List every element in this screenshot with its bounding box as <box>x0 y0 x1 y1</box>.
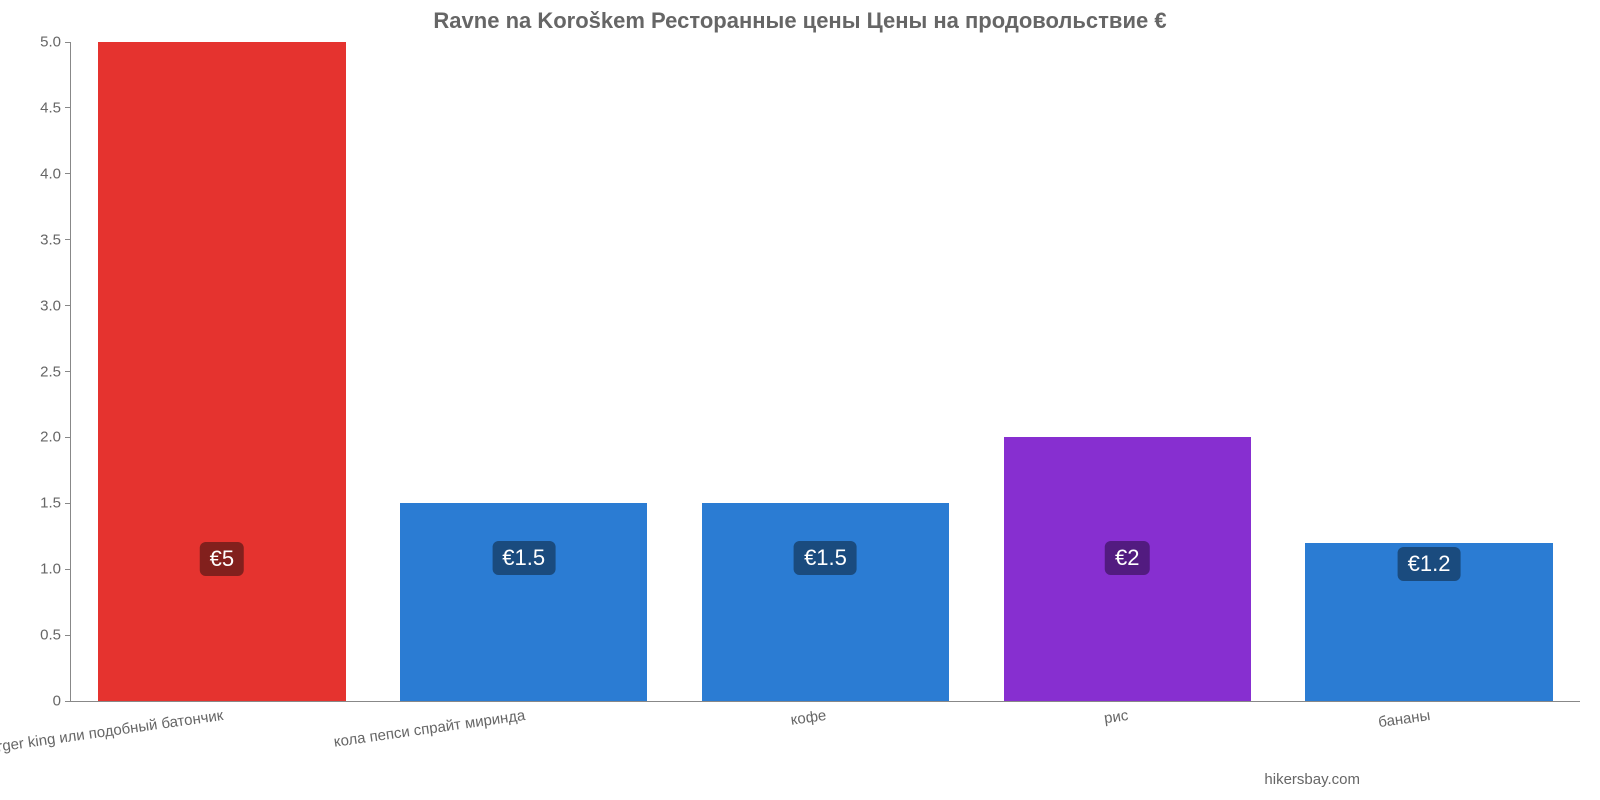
x-tick-label: бананы <box>1377 707 1431 731</box>
bar: €5 <box>98 42 345 701</box>
bar: €1.2 <box>1305 543 1552 701</box>
bar-slot: €1.2 <box>1278 42 1580 701</box>
value-badge: €2 <box>1105 541 1149 575</box>
price-chart: Ravne na Koroškem Ресторанные цены Цены … <box>0 0 1600 800</box>
bar: €1.5 <box>400 503 647 701</box>
value-badge: €5 <box>200 542 244 576</box>
bar: €2 <box>1004 437 1251 701</box>
value-badge: €1.5 <box>492 541 555 575</box>
chart-title: Ravne na Koroškem Ресторанные цены Цены … <box>0 8 1600 34</box>
value-badge: €1.5 <box>794 541 857 575</box>
x-tick-label: кофе <box>790 707 828 729</box>
x-tick-label: рис <box>1103 707 1129 727</box>
x-tick-label: mac burger king или подобный батончик <box>0 707 224 762</box>
bar-slot: €1.5 <box>675 42 977 701</box>
plot-area: 00.51.01.52.02.53.03.54.04.55.0 €5€1.5€1… <box>70 42 1580 702</box>
value-badge: €1.2 <box>1398 547 1461 581</box>
bar-slot: €2 <box>976 42 1278 701</box>
attribution-text: hikersbay.com <box>1264 771 1360 788</box>
x-tick-label: кола пепси спрайт миринда <box>332 707 526 751</box>
bars-group: €5 €1.5 €1.5 €2 €1.2 <box>71 42 1580 701</box>
bar: €1.5 <box>702 503 949 701</box>
bar-slot: €1.5 <box>373 42 675 701</box>
bar-slot: €5 <box>71 42 373 701</box>
